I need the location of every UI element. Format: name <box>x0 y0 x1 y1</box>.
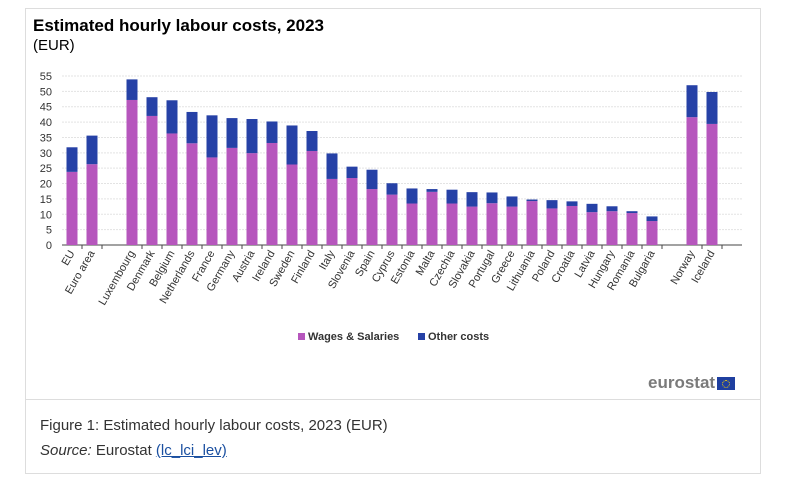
source-link[interactable]: (lc_lci_lev) <box>155 442 227 459</box>
bar-other-euro-area <box>86 135 98 165</box>
bar-other-estonia <box>406 188 418 204</box>
bar-wages-slovakia <box>466 206 478 245</box>
bar-wages-latvia <box>586 212 598 245</box>
y-tick-label: 55 <box>40 71 52 83</box>
y-tick-label: 50 <box>40 86 52 98</box>
bar-other-latvia <box>586 203 598 213</box>
bar-wages-malta <box>426 191 438 245</box>
bar-wages-spain <box>366 189 378 245</box>
bar-wages-greece <box>506 206 518 245</box>
bar-wages-slovenia <box>346 178 358 245</box>
bar-wages-germany <box>226 147 238 245</box>
y-tick-label: 30 <box>40 148 52 160</box>
bar-wages-lithuania <box>526 201 538 245</box>
y-tick-label: 45 <box>40 102 52 114</box>
bar-other-greece <box>506 196 518 207</box>
bar-other-malta <box>426 189 438 192</box>
bar-other-eu <box>66 147 78 172</box>
bar-wages-norway <box>686 117 698 245</box>
bar-wages-belgium <box>166 133 178 245</box>
x-tick-label: EU <box>60 248 78 267</box>
bar-other-portugal <box>486 192 498 204</box>
bar-other-bulgaria <box>646 216 658 222</box>
bar-other-hungary <box>606 206 618 212</box>
chart-title: Estimated hourly labour costs, 2023 <box>33 16 324 35</box>
bar-wages-bulgaria <box>646 221 658 245</box>
y-tick-label: 10 <box>40 209 52 221</box>
bar-other-slovakia <box>466 192 478 207</box>
bar-wages-finland <box>306 150 318 245</box>
figure-source: Source: Eurostat (lc_lci_lev) <box>40 442 227 459</box>
bar-wages-poland <box>546 208 558 245</box>
bar-other-croatia <box>566 201 578 206</box>
figure-caption: Figure 1: Estimated hourly labour costs,… <box>40 417 388 434</box>
bar-other-sweden <box>286 125 298 165</box>
bar-other-spain <box>366 169 378 190</box>
bar-wages-czechia <box>446 203 458 245</box>
bar-other-romania <box>626 211 638 214</box>
bar-other-ireland <box>266 121 278 143</box>
bar-wages-portugal <box>486 203 498 245</box>
bar-other-austria <box>246 119 258 154</box>
bar-wages-euro-area <box>86 164 98 245</box>
y-tick-label: 25 <box>40 163 52 175</box>
bar-wages-netherlands <box>186 143 198 245</box>
bar-wages-cyprus <box>386 194 398 245</box>
source-text: Eurostat <box>91 442 156 459</box>
bar-other-italy <box>326 153 338 179</box>
chart-subtitle: (EUR) <box>33 37 75 54</box>
y-tick-label: 5 <box>46 225 52 237</box>
legend-label: Other costs <box>428 331 489 343</box>
y-tick-label: 35 <box>40 132 52 144</box>
bar-wages-estonia <box>406 203 418 245</box>
bar-other-cyprus <box>386 183 398 195</box>
y-tick-label: 0 <box>46 240 52 252</box>
divider <box>25 399 761 400</box>
bar-wages-ireland <box>266 142 278 245</box>
bar-other-netherlands <box>186 111 198 144</box>
bar-wages-france <box>206 157 218 245</box>
bar-other-germany <box>226 118 238 148</box>
bar-wages-croatia <box>566 205 578 245</box>
bar-wages-iceland <box>706 123 718 245</box>
figure-frame <box>25 8 761 474</box>
legend-swatch <box>298 333 305 340</box>
bar-other-slovenia <box>346 166 358 179</box>
y-tick-label: 15 <box>40 194 52 206</box>
y-tick-label: 40 <box>40 117 52 129</box>
bar-other-denmark <box>146 97 158 116</box>
bar-other-norway <box>686 85 698 118</box>
bar-wages-eu <box>66 171 78 245</box>
source-label: Source: <box>40 442 92 459</box>
bar-wages-romania <box>626 213 638 245</box>
bar-other-czechia <box>446 189 458 204</box>
bar-wages-sweden <box>286 164 298 245</box>
bar-wages-denmark <box>146 115 158 245</box>
bar-wages-hungary <box>606 211 618 245</box>
bar-other-lithuania <box>526 199 538 202</box>
bar-other-iceland <box>706 91 718 124</box>
bar-other-france <box>206 115 218 158</box>
legend-label: Wages & Salaries <box>308 331 399 343</box>
eu-flag-icon <box>717 376 736 390</box>
bar-wages-austria <box>246 153 258 245</box>
bar-other-belgium <box>166 100 178 134</box>
bar-other-luxembourg <box>126 79 138 100</box>
bar-wages-italy <box>326 178 338 245</box>
eurostat-logo: eurostat <box>648 373 736 393</box>
logo-text: eurostat <box>648 373 716 392</box>
bar-other-finland <box>306 131 318 151</box>
legend-swatch <box>418 333 425 340</box>
bar-wages-luxembourg <box>126 99 138 245</box>
y-tick-label: 20 <box>40 179 52 191</box>
bar-other-poland <box>546 200 558 209</box>
